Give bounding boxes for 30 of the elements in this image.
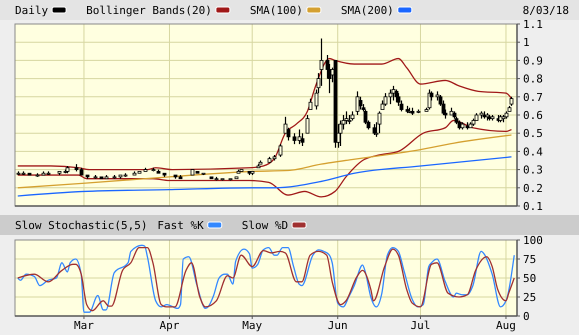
legend-label: Slow %D — [242, 219, 288, 232]
x-tick-label: May — [242, 319, 263, 332]
y-tick-label: 0.7 — [523, 90, 543, 104]
legend-label: SMA(100) — [250, 4, 303, 17]
y-tick-label: 1.1 — [523, 18, 543, 31]
y-tick-label: 50 — [523, 272, 536, 285]
y-tick-label: 25 — [523, 291, 536, 304]
y-tick-label: 1 — [523, 36, 530, 50]
y-tick-label: 0.8 — [523, 72, 543, 86]
x-tick-label: Aug — [496, 319, 516, 332]
x-tick-label: Apr — [160, 319, 180, 332]
y-tick-label: 0.3 — [523, 164, 543, 177]
y-tick-label: 0.1 — [523, 200, 543, 213]
x-tick-label: Jun — [328, 319, 348, 332]
y-tick-label: 75 — [523, 253, 536, 266]
y-tick-label: 0 — [523, 310, 530, 323]
x-tick-label: Jul — [410, 319, 430, 332]
legend-label: Bollinger Bands(20) — [86, 4, 212, 17]
legend-label: Daily — [15, 4, 48, 17]
text: 8/03/18 — [522, 4, 569, 17]
y-tick-label: 0.2 — [523, 182, 543, 195]
chart-title: Slow Stochastic(5,5) — [15, 219, 148, 232]
y-tick-label: 0.9 — [523, 54, 543, 68]
y-tick-label: 0.5 — [523, 127, 543, 140]
y-tick-label: 0.6 — [523, 109, 543, 122]
legend-label: Fast %K — [157, 219, 204, 232]
y-tick-label: 100 — [523, 234, 543, 247]
y-tick-label: 0.4 — [523, 145, 544, 158]
x-tick-label: Mar — [74, 319, 94, 332]
legend-label: SMA(200) — [340, 4, 394, 17]
